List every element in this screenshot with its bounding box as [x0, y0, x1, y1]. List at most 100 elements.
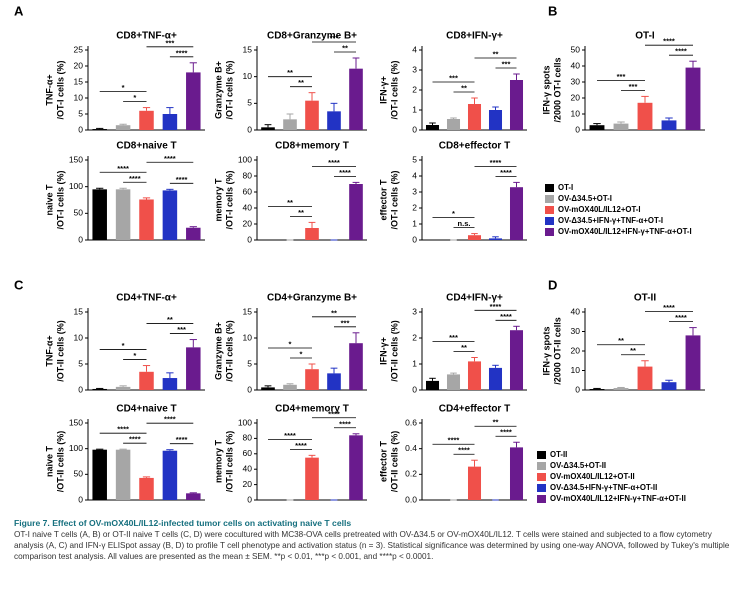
- significance-label: ****: [284, 431, 296, 440]
- bar: [92, 449, 107, 500]
- significance-label: **: [493, 418, 499, 427]
- bar: [115, 386, 131, 390]
- y-tick-label: 40: [243, 202, 253, 212]
- y-tick-label: 10: [74, 92, 84, 102]
- error-bar: [264, 385, 272, 388]
- significance-label: ****: [675, 47, 687, 56]
- bar: [685, 67, 701, 130]
- bar: [349, 343, 363, 390]
- significance-label: ***: [330, 33, 339, 42]
- error-bar: [142, 476, 151, 478]
- bar: [305, 228, 319, 240]
- error-bar: [513, 181, 520, 188]
- y-tick-label: 5: [78, 108, 83, 118]
- bar: [661, 120, 677, 130]
- chart-title: CD4+naive T: [116, 404, 176, 415]
- bar: [685, 335, 701, 390]
- significance-label: ****: [500, 168, 512, 177]
- bar: [467, 104, 482, 130]
- bar: [186, 493, 201, 500]
- y-axis-label: IFN-γ spots: [541, 65, 551, 114]
- significance-label: **: [342, 43, 348, 52]
- y-tick-label: 20: [571, 345, 581, 355]
- bar: [115, 449, 131, 500]
- bar: [139, 110, 154, 130]
- y-tick-label: 30: [571, 326, 581, 336]
- y-tick-label: 0: [247, 494, 252, 504]
- bar: [261, 127, 275, 130]
- significance-label: ***: [449, 333, 458, 342]
- error-bar: [308, 363, 316, 370]
- y-axis-label: effector T: [378, 441, 388, 483]
- error-bar: [308, 454, 316, 458]
- error-bar: [471, 97, 478, 104]
- error-bar: [286, 113, 294, 120]
- y-tick-label: 50: [74, 469, 84, 479]
- y-axis-label: /2000 OT-II cells: [552, 317, 562, 385]
- significance-label: ***: [502, 59, 511, 68]
- y-tick-label: 80: [243, 433, 253, 443]
- bar: [139, 371, 154, 390]
- chart-title: CD4+effector T: [439, 404, 510, 415]
- y-tick-label: 1: [412, 218, 417, 228]
- significance-label: **: [298, 208, 304, 217]
- significance-label: **: [630, 346, 636, 355]
- caption-text: OT-I naive T cells (A, B) or OT-II naive…: [14, 530, 730, 561]
- error-bar: [119, 123, 127, 126]
- bar: [425, 380, 440, 390]
- significance-label: ****: [117, 164, 129, 173]
- error-bar: [189, 339, 197, 348]
- bar: [446, 374, 461, 390]
- error-bar: [142, 107, 151, 111]
- legend-label: OV-mOX40L/IL12+IFN-γ+TNF-α+OT-I: [558, 227, 692, 236]
- error-bar: [513, 73, 520, 80]
- y-axis-label: TNF-α+: [44, 335, 54, 366]
- error-bar: [513, 325, 520, 331]
- significance-label: ****: [176, 435, 188, 444]
- legend-swatch: [537, 484, 546, 492]
- y-tick-label: 0.0: [405, 494, 417, 504]
- chart-title: CD4+IFN-γ+: [446, 293, 503, 304]
- error-bar: [492, 236, 499, 239]
- chart-title: CD8+effector T: [439, 141, 510, 152]
- y-tick-label: 0: [247, 384, 252, 394]
- bar: [162, 378, 178, 390]
- error-bar: [286, 383, 294, 385]
- y-tick-label: 5: [412, 154, 417, 164]
- y-tick-label: 15: [243, 306, 253, 316]
- y-tick-label: 3: [412, 306, 417, 316]
- y-axis-label: IFN-γ+: [378, 337, 388, 365]
- significance-label: *: [300, 349, 303, 358]
- bar: [305, 369, 319, 390]
- bar: [92, 189, 107, 240]
- y-tick-label: 0: [575, 124, 580, 134]
- legend-swatch: [537, 451, 546, 459]
- y-tick-label: 0: [247, 124, 252, 134]
- y-axis-label: /OT-I cells (%): [224, 60, 234, 119]
- y-tick-label: 3: [412, 186, 417, 196]
- significance-label: ****: [339, 168, 351, 177]
- significance-label: ****: [339, 419, 351, 428]
- error-bar: [308, 92, 316, 101]
- significance-label: *: [452, 209, 455, 218]
- bar: [162, 450, 178, 500]
- bar: [186, 72, 201, 130]
- y-tick-label: 10: [571, 365, 581, 375]
- significance-label: ****: [176, 48, 188, 57]
- y-axis-label: memory T: [213, 178, 223, 222]
- y-tick-label: 3: [412, 64, 417, 74]
- error-bar: [96, 187, 104, 190]
- significance-label: ****: [500, 428, 512, 437]
- error-bar: [96, 448, 104, 450]
- y-tick-label: 5: [247, 98, 252, 108]
- bar: [637, 366, 653, 390]
- error-bar: [166, 107, 174, 114]
- error-bar: [119, 187, 127, 190]
- error-bar: [142, 197, 151, 200]
- y-tick-label: 40: [571, 306, 581, 316]
- bar: [467, 466, 482, 500]
- legend-label: OT-II: [550, 450, 567, 459]
- caption: Figure 7. Effect of OV-mOX40L/IL12-infec…: [14, 518, 730, 562]
- bar: [283, 384, 297, 390]
- error-bar: [617, 386, 625, 389]
